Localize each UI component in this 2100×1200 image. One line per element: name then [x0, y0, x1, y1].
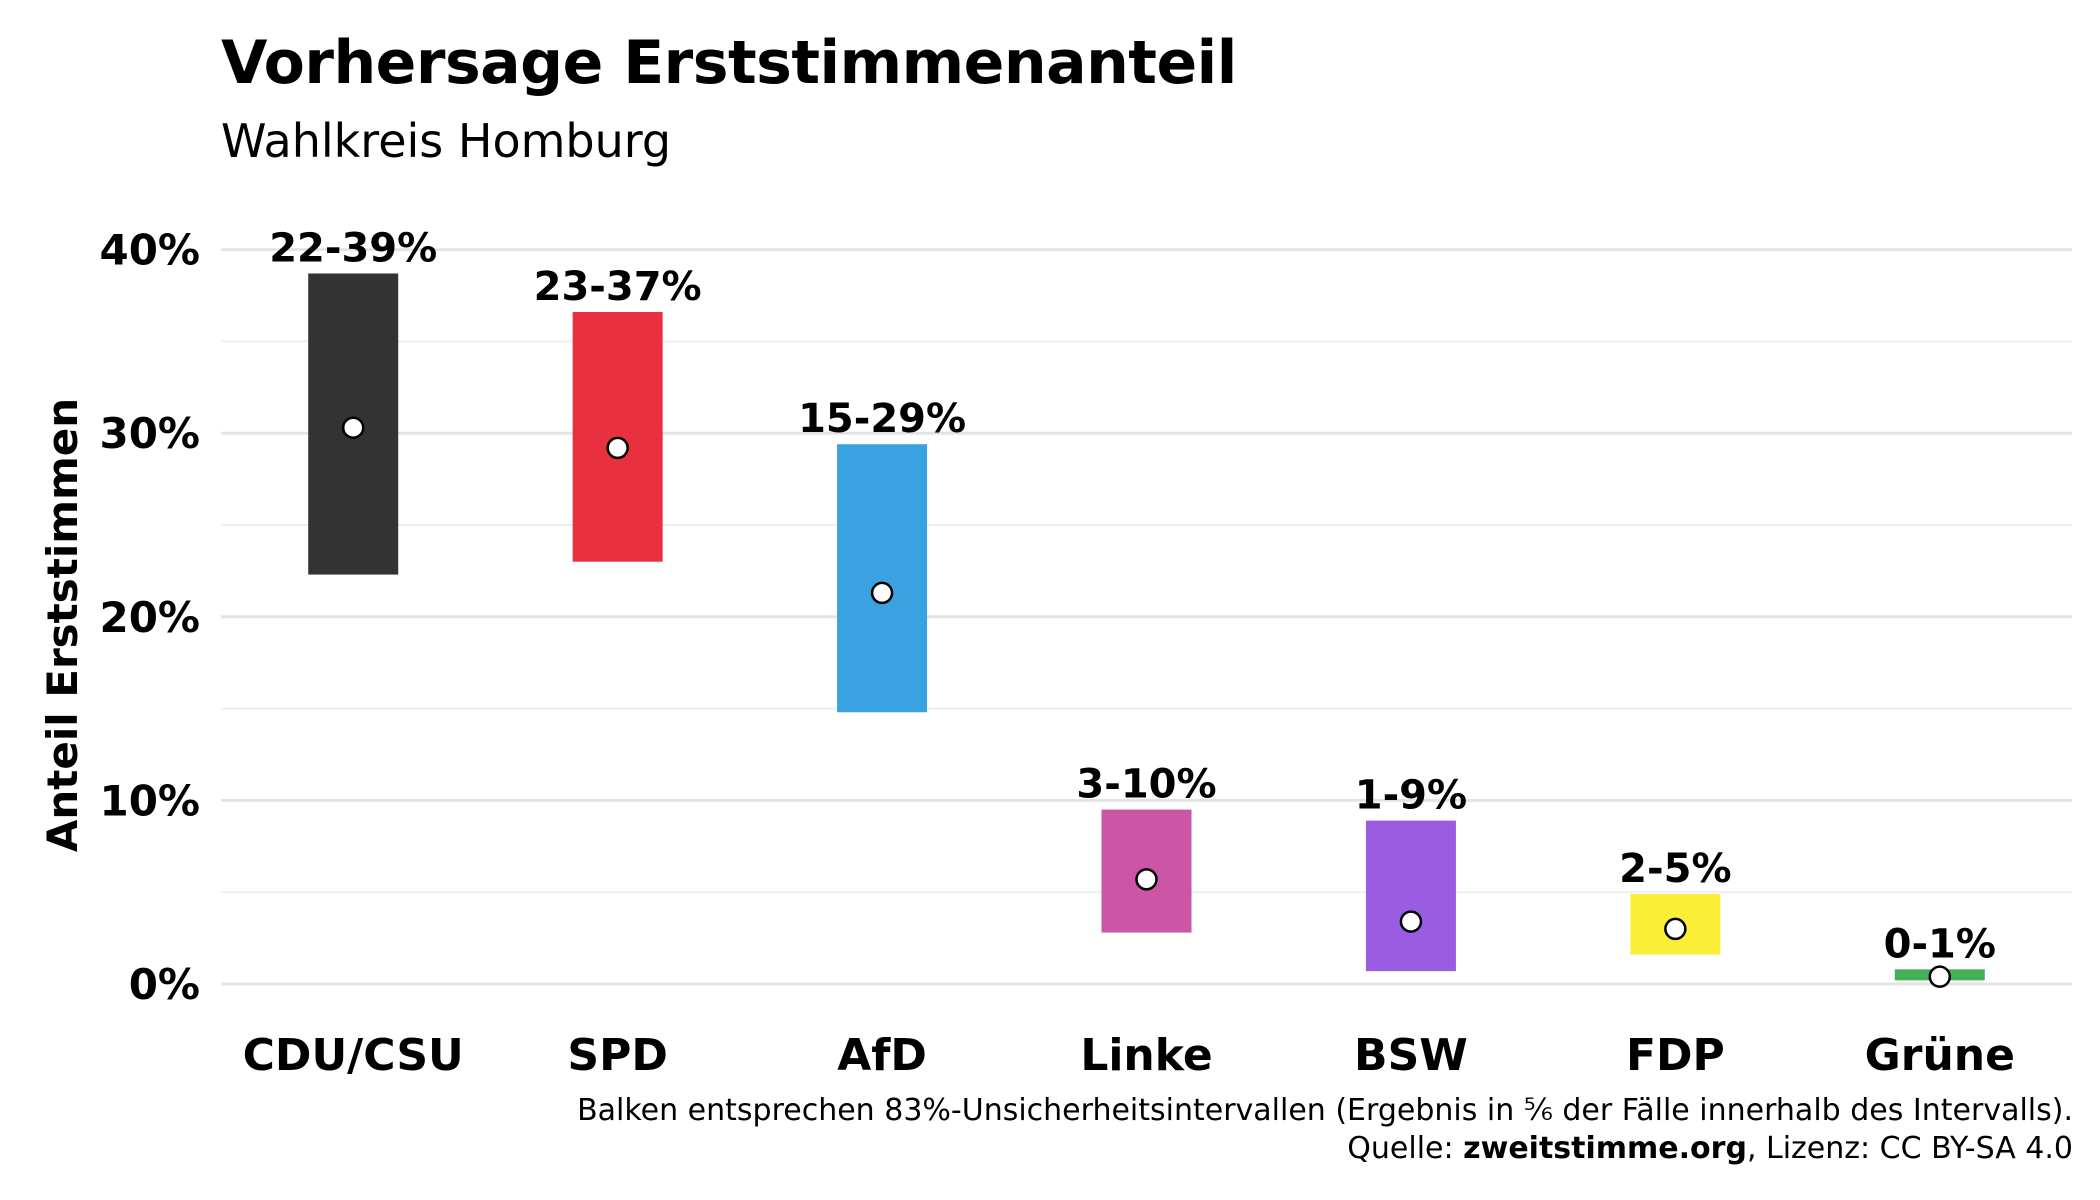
- y-tick-label: 10%: [99, 776, 200, 825]
- y-axis: 0% 10% 20% 30% 40%: [99, 226, 200, 1009]
- source-prefix: Quelle:: [1347, 1131, 1464, 1166]
- point-estimate-marker: [341, 416, 365, 439]
- x-tick-label: BSW: [1354, 1030, 1468, 1081]
- range-data-label: 0-1%: [1884, 921, 1996, 967]
- y-tick-label: 0%: [129, 960, 200, 1009]
- point-estimate-marker: [1664, 917, 1687, 941]
- y-tick-label: 30%: [99, 409, 200, 458]
- range-data-label: 22-39%: [269, 225, 437, 271]
- y-tick-label: 20%: [99, 593, 200, 642]
- chart-caption: Balken entsprechen 83%-Unsicherheitsinte…: [577, 1092, 2073, 1168]
- y-axis-label: Anteil Erststimmen: [38, 398, 87, 852]
- range-data-label: 23-37%: [534, 264, 702, 310]
- point-estimate-marker: [1135, 868, 1158, 891]
- y-tick-label: 40%: [99, 226, 200, 275]
- chart-subtitle: Wahlkreis Homburg: [221, 114, 672, 168]
- point-estimate-marker: [1399, 910, 1423, 933]
- interval-bar-bsw: [1365, 820, 1456, 972]
- point-estimate-marker: [606, 436, 629, 460]
- source-license: , Lizenz: CC BY-SA 4.0: [1746, 1131, 2073, 1166]
- range-data-label: 2-5%: [1619, 846, 1731, 892]
- range-data-label: 1-9%: [1355, 773, 1467, 819]
- x-axis: CDU/CSU SPD AfD Linke BSW FDP Grüne: [243, 1030, 2015, 1081]
- x-tick-label: FDP: [1626, 1030, 1725, 1081]
- x-tick-label: CDU/CSU: [243, 1030, 464, 1081]
- range-data-label: 15-29%: [798, 396, 966, 442]
- point-estimate-marker: [870, 581, 894, 605]
- caption-source: Quelle: zweitstimme.org, Lizenz: CC BY-S…: [577, 1130, 2073, 1168]
- interval-bar-afd: [837, 444, 928, 713]
- x-tick-label: AfD: [837, 1030, 927, 1081]
- x-tick-label: SPD: [567, 1030, 667, 1081]
- x-tick-label: Linke: [1080, 1030, 1212, 1081]
- point-estimate-marker: [1928, 965, 1952, 988]
- chart-title: Vorhersage Erststimmenanteil: [221, 28, 1237, 98]
- grid-lines: [221, 248, 2072, 986]
- source-link[interactable]: zweitstimme.org: [1463, 1131, 1747, 1166]
- bars: 22-39% 23-37% 15-29% 3-10% 1-9% 2-5% 0-1%: [269, 225, 1996, 988]
- caption-note: Balken entsprechen 83%-Unsicherheitsinte…: [577, 1093, 2073, 1128]
- x-tick-label: Grüne: [1865, 1030, 2015, 1081]
- range-data-label: 3-10%: [1076, 762, 1216, 808]
